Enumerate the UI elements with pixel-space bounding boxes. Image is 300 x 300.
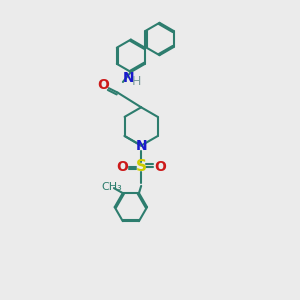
Text: O: O bbox=[116, 160, 128, 174]
Text: S: S bbox=[136, 159, 147, 174]
Text: O: O bbox=[97, 78, 109, 92]
Text: O: O bbox=[154, 160, 166, 174]
Text: N: N bbox=[123, 71, 134, 85]
Text: CH₃: CH₃ bbox=[101, 182, 122, 192]
Text: N: N bbox=[135, 139, 147, 153]
Text: H: H bbox=[132, 75, 142, 88]
